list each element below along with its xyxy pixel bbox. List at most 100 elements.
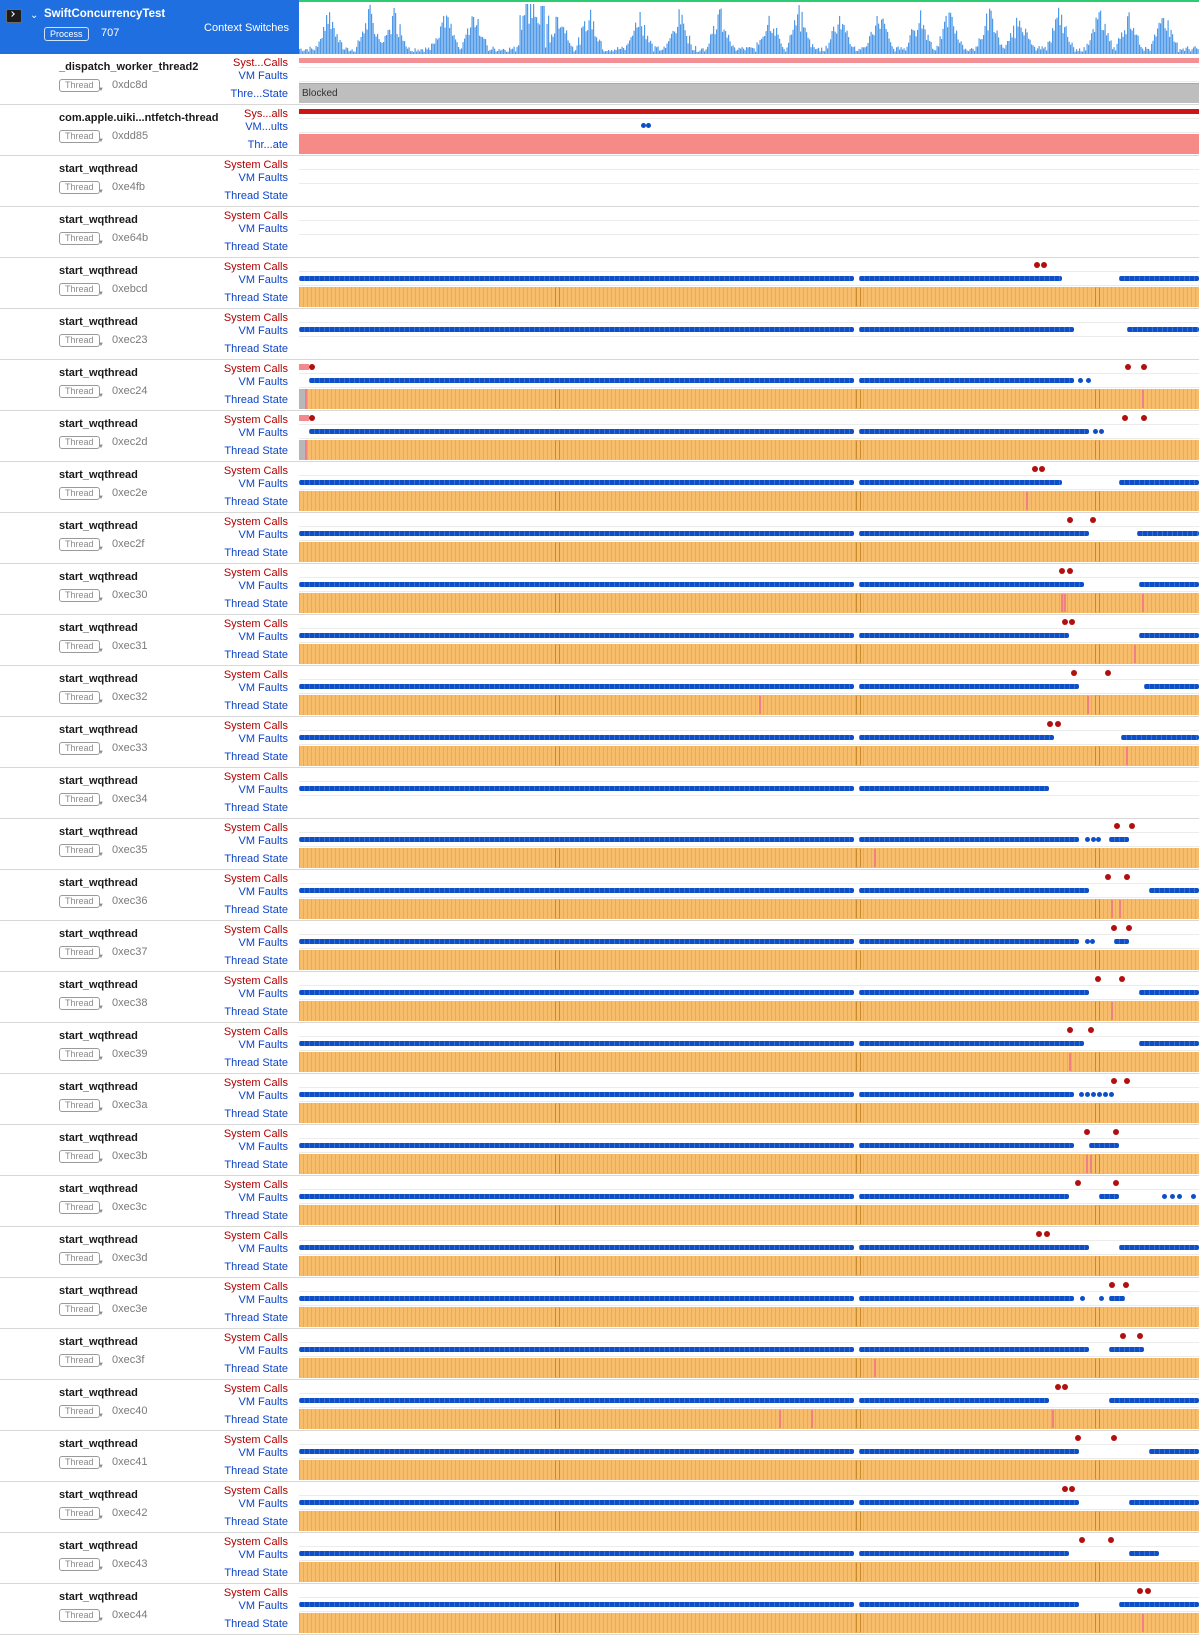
thread-type-badge[interactable]: Thread xyxy=(59,1099,100,1112)
thread-track-row[interactable]: start_wqthread Thread ▼ 0xec24 System Calls V… xyxy=(0,360,1199,411)
thread-track-row[interactable]: start_wqthread Thread ▼ 0xec38 System Calls V… xyxy=(0,972,1199,1023)
thread-track-lanes[interactable] xyxy=(299,258,1199,308)
thread-track-lanes[interactable] xyxy=(299,1431,1199,1481)
thread-track-lanes[interactable] xyxy=(299,1533,1199,1583)
thread-track-lanes[interactable] xyxy=(299,717,1199,767)
chevron-down-icon[interactable]: ▼ xyxy=(98,138,104,144)
thread-track-header[interactable]: _dispatch_worker_thread2 Thread ▼ 0xdc8d Sys… xyxy=(0,54,299,104)
thread-track-lanes[interactable] xyxy=(299,1329,1199,1379)
chevron-down-icon[interactable]: ▼ xyxy=(98,1362,104,1368)
thread-type-badge[interactable]: Thread xyxy=(59,691,100,704)
thread-type-badge[interactable]: Thread xyxy=(59,1405,100,1418)
thread-track-lanes[interactable] xyxy=(299,564,1199,614)
thread-track-lanes[interactable] xyxy=(299,1176,1199,1226)
chevron-down-icon[interactable]: ▼ xyxy=(98,240,104,246)
thread-type-badge[interactable]: Thread xyxy=(59,538,100,551)
thread-track-lanes[interactable] xyxy=(299,1380,1199,1430)
thread-track-header[interactable]: start_wqthread Thread ▼ 0xec33 System Calls V… xyxy=(0,717,299,767)
thread-track-lanes[interactable] xyxy=(299,1278,1199,1328)
thread-track-lanes[interactable] xyxy=(299,207,1199,257)
thread-track-row[interactable]: start_wqthread Thread ▼ 0xec35 System Calls V… xyxy=(0,819,1199,870)
thread-track-header[interactable]: start_wqthread Thread ▼ 0xec24 System Calls V… xyxy=(0,360,299,410)
thread-track-lanes[interactable] xyxy=(299,462,1199,512)
thread-track-header[interactable]: start_wqthread Thread ▼ 0xec3e System Calls V… xyxy=(0,1278,299,1328)
thread-track-lanes[interactable] xyxy=(299,105,1199,155)
chevron-down-icon[interactable]: ▼ xyxy=(98,648,104,654)
thread-track-header[interactable]: start_wqthread Thread ▼ 0xec3d System Calls V… xyxy=(0,1227,299,1277)
thread-track-row[interactable]: start_wqthread Thread ▼ 0xec2e System Calls V… xyxy=(0,462,1199,513)
chevron-down-icon[interactable]: ▼ xyxy=(98,87,104,93)
thread-track-header[interactable]: start_wqthread Thread ▼ 0xec35 System Calls V… xyxy=(0,819,299,869)
chevron-down-icon[interactable]: ▼ xyxy=(98,1464,104,1470)
thread-type-badge[interactable]: Thread xyxy=(59,79,100,92)
thread-track-row[interactable]: start_wqthread Thread ▼ 0xec37 System Calls V… xyxy=(0,921,1199,972)
chevron-down-icon[interactable]: ▼ xyxy=(98,750,104,756)
thread-type-badge[interactable]: Thread xyxy=(59,283,100,296)
thread-track-lanes[interactable] xyxy=(299,1074,1199,1124)
chevron-down-icon[interactable]: ▼ xyxy=(98,495,104,501)
thread-track-row[interactable]: start_wqthread Thread ▼ 0xec32 System Calls V… xyxy=(0,666,1199,717)
thread-track-row[interactable]: start_wqthread Thread ▼ 0xec39 System Calls V… xyxy=(0,1023,1199,1074)
chevron-down-icon[interactable]: ▼ xyxy=(98,189,104,195)
thread-track-row[interactable]: com.apple.uiki...ntfetch-thread Thread ▼ 0x… xyxy=(0,105,1199,156)
chevron-down-icon[interactable]: ▼ xyxy=(98,291,104,297)
thread-track-lanes[interactable] xyxy=(299,1482,1199,1532)
thread-track-header[interactable]: start_wqthread Thread ▼ 0xec42 System Calls V… xyxy=(0,1482,299,1532)
chevron-down-icon[interactable]: ▼ xyxy=(98,342,104,348)
thread-track-lanes[interactable]: Blocked xyxy=(299,54,1199,104)
thread-track-row[interactable]: start_wqthread Thread ▼ 0xec31 System Calls V… xyxy=(0,615,1199,666)
thread-track-row[interactable]: start_wqthread Thread ▼ 0xec3c System Calls V… xyxy=(0,1176,1199,1227)
thread-track-lanes[interactable] xyxy=(299,411,1199,461)
thread-track-row[interactable]: start_wqthread Thread ▼ 0xec3f System Calls V… xyxy=(0,1329,1199,1380)
thread-track-header[interactable]: start_wqthread Thread ▼ 0xec3f System Calls V… xyxy=(0,1329,299,1379)
thread-track-row[interactable]: start_wqthread Thread ▼ 0xebcd System Calls V… xyxy=(0,258,1199,309)
thread-track-lanes[interactable] xyxy=(299,513,1199,563)
process-track[interactable]: ⌄ SwiftConcurrencyTest Process 707 Conte… xyxy=(0,0,1199,54)
thread-type-badge[interactable]: Thread xyxy=(59,1252,100,1265)
thread-type-badge[interactable]: Thread xyxy=(59,997,100,1010)
thread-track-row[interactable]: _dispatch_worker_thread2 Thread ▼ 0xdc8d Sys… xyxy=(0,54,1199,105)
thread-track-row[interactable]: start_wqthread Thread ▼ 0xec41 System Calls V… xyxy=(0,1431,1199,1482)
thread-track-header[interactable]: com.apple.uiki...ntfetch-thread Thread ▼ 0x… xyxy=(0,105,299,155)
process-track-header[interactable]: ⌄ SwiftConcurrencyTest Process 707 Conte… xyxy=(0,0,299,54)
chevron-down-icon[interactable]: ▼ xyxy=(98,1617,104,1623)
thread-type-badge[interactable]: Thread xyxy=(59,130,100,143)
thread-track-lanes[interactable] xyxy=(299,360,1199,410)
chevron-down-icon[interactable]: ▼ xyxy=(98,597,104,603)
thread-track-row[interactable]: start_wqthread Thread ▼ 0xec34 System Calls V… xyxy=(0,768,1199,819)
thread-type-badge[interactable]: Thread xyxy=(59,1201,100,1214)
thread-type-badge[interactable]: Thread xyxy=(59,1558,100,1571)
thread-type-badge[interactable]: Thread xyxy=(59,487,100,500)
chevron-down-icon[interactable]: ▼ xyxy=(98,1260,104,1266)
thread-track-header[interactable]: start_wqthread Thread ▼ 0xe64b System Calls V… xyxy=(0,207,299,257)
thread-type-badge[interactable]: Thread xyxy=(59,895,100,908)
thread-track-lanes[interactable] xyxy=(299,921,1199,971)
context-switches-graph[interactable] xyxy=(299,0,1199,54)
thread-track-lanes[interactable] xyxy=(299,1023,1199,1073)
chevron-down-icon[interactable]: ▼ xyxy=(98,1005,104,1011)
chevron-down-icon[interactable]: ▼ xyxy=(98,393,104,399)
thread-type-badge[interactable]: Thread xyxy=(59,1150,100,1163)
thread-type-badge[interactable]: Thread xyxy=(59,1048,100,1061)
thread-track-header[interactable]: start_wqthread Thread ▼ 0xec3b System Calls V… xyxy=(0,1125,299,1175)
chevron-down-icon[interactable]: ▼ xyxy=(98,852,104,858)
thread-track-row[interactable]: start_wqthread Thread ▼ 0xec3a System Calls V… xyxy=(0,1074,1199,1125)
thread-type-badge[interactable]: Thread xyxy=(59,793,100,806)
thread-track-row[interactable]: start_wqthread Thread ▼ 0xec3e System Calls V… xyxy=(0,1278,1199,1329)
thread-type-badge[interactable]: Thread xyxy=(59,1354,100,1367)
thread-track-header[interactable]: start_wqthread Thread ▼ 0xec2e System Calls V… xyxy=(0,462,299,512)
thread-type-badge[interactable]: Thread xyxy=(59,334,100,347)
chevron-down-icon[interactable]: ▼ xyxy=(98,1515,104,1521)
chevron-down-icon[interactable]: ▼ xyxy=(98,1158,104,1164)
thread-track-row[interactable]: start_wqthread Thread ▼ 0xec23 System Calls V… xyxy=(0,309,1199,360)
thread-track-row[interactable]: start_wqthread Thread ▼ 0xec2f System Calls V… xyxy=(0,513,1199,564)
thread-track-row[interactable]: start_wqthread Thread ▼ 0xec42 System Calls V… xyxy=(0,1482,1199,1533)
thread-type-badge[interactable]: Thread xyxy=(59,232,100,245)
chevron-down-icon[interactable]: ▼ xyxy=(98,1311,104,1317)
chevron-down-icon[interactable]: ▼ xyxy=(98,1107,104,1113)
thread-track-row[interactable]: start_wqthread Thread ▼ 0xe64b System Calls V… xyxy=(0,207,1199,258)
thread-track-lanes[interactable] xyxy=(299,1125,1199,1175)
thread-type-badge[interactable]: Thread xyxy=(59,589,100,602)
thread-track-header[interactable]: start_wqthread Thread ▼ 0xec31 System Calls V… xyxy=(0,615,299,665)
thread-track-header[interactable]: start_wqthread Thread ▼ 0xec37 System Calls V… xyxy=(0,921,299,971)
